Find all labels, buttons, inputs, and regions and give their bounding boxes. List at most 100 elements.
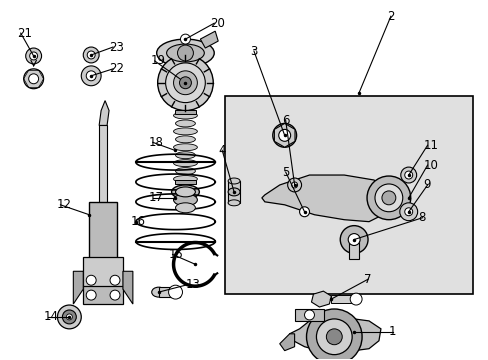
Text: 21: 21 [17, 27, 32, 40]
Circle shape [86, 290, 96, 300]
Circle shape [81, 66, 101, 86]
Text: 22: 22 [109, 62, 124, 75]
Ellipse shape [175, 187, 195, 197]
Polygon shape [73, 271, 83, 304]
Circle shape [157, 55, 213, 111]
Ellipse shape [171, 185, 199, 199]
Text: 2: 2 [386, 10, 394, 23]
Text: 8: 8 [418, 211, 425, 224]
Bar [83, 286, 122, 304]
Bar [348, 238, 358, 260]
Ellipse shape [175, 168, 195, 175]
Bar [224, 96, 472, 294]
Text: 15: 15 [168, 248, 183, 261]
Circle shape [110, 275, 120, 285]
Bar [294, 309, 324, 321]
Polygon shape [122, 271, 133, 304]
Circle shape [179, 77, 191, 89]
Circle shape [374, 184, 402, 212]
Circle shape [316, 319, 351, 355]
Circle shape [381, 191, 395, 205]
Ellipse shape [175, 120, 195, 127]
Text: 6: 6 [281, 114, 288, 127]
Text: 23: 23 [109, 41, 123, 54]
Circle shape [29, 74, 39, 84]
Text: 3: 3 [249, 45, 257, 58]
Bar [228, 181, 240, 203]
Text: 10: 10 [423, 159, 438, 172]
Polygon shape [200, 31, 218, 48]
Ellipse shape [173, 144, 197, 151]
Text: 9: 9 [423, 179, 430, 192]
Circle shape [57, 305, 81, 329]
Ellipse shape [228, 188, 240, 196]
Circle shape [404, 171, 412, 179]
Circle shape [349, 293, 361, 305]
Text: 17: 17 [148, 192, 163, 204]
Bar [89, 202, 117, 260]
Text: 20: 20 [210, 17, 224, 30]
Ellipse shape [173, 194, 197, 206]
Circle shape [325, 329, 342, 345]
Ellipse shape [151, 287, 165, 297]
Circle shape [291, 182, 297, 188]
Ellipse shape [166, 44, 204, 62]
Circle shape [299, 207, 309, 217]
Bar [331, 295, 352, 303]
Bar [83, 257, 122, 289]
Ellipse shape [173, 112, 197, 119]
Circle shape [404, 208, 412, 216]
Circle shape [30, 52, 38, 60]
Circle shape [87, 51, 95, 59]
Ellipse shape [175, 152, 195, 159]
Ellipse shape [228, 200, 240, 206]
Circle shape [177, 45, 193, 61]
Circle shape [400, 167, 416, 183]
Circle shape [340, 226, 367, 253]
Text: 18: 18 [148, 136, 163, 149]
Circle shape [83, 47, 99, 63]
Circle shape [306, 309, 361, 360]
Circle shape [347, 234, 359, 246]
Polygon shape [289, 317, 380, 351]
Ellipse shape [156, 39, 214, 67]
Ellipse shape [175, 136, 195, 143]
Circle shape [24, 69, 43, 89]
Circle shape [165, 63, 205, 103]
Text: 19: 19 [150, 54, 165, 67]
Text: 5: 5 [281, 166, 288, 179]
Circle shape [86, 275, 96, 285]
Bar [174, 180, 196, 184]
Polygon shape [262, 175, 393, 222]
Circle shape [287, 178, 301, 192]
Ellipse shape [173, 159, 197, 167]
Bar [99, 125, 107, 205]
Polygon shape [279, 334, 294, 351]
Ellipse shape [228, 178, 240, 184]
Polygon shape [311, 291, 331, 307]
Circle shape [66, 314, 72, 320]
Text: 16: 16 [131, 215, 145, 228]
Polygon shape [99, 100, 109, 125]
Ellipse shape [173, 128, 197, 135]
Circle shape [304, 310, 314, 320]
Circle shape [26, 48, 41, 64]
Text: 13: 13 [185, 278, 200, 291]
Circle shape [366, 176, 410, 220]
Circle shape [180, 34, 190, 44]
Text: 12: 12 [56, 198, 71, 211]
Circle shape [272, 123, 296, 147]
Text: 14: 14 [43, 310, 59, 323]
Circle shape [278, 129, 290, 141]
Circle shape [173, 71, 197, 95]
Circle shape [110, 290, 120, 300]
Circle shape [399, 203, 417, 221]
Bar [174, 109, 196, 113]
Ellipse shape [175, 203, 195, 213]
Bar [158, 287, 180, 297]
Circle shape [168, 285, 182, 299]
Text: 1: 1 [388, 325, 396, 338]
Text: 4: 4 [218, 144, 225, 157]
Polygon shape [274, 123, 294, 147]
Text: 7: 7 [364, 273, 371, 286]
